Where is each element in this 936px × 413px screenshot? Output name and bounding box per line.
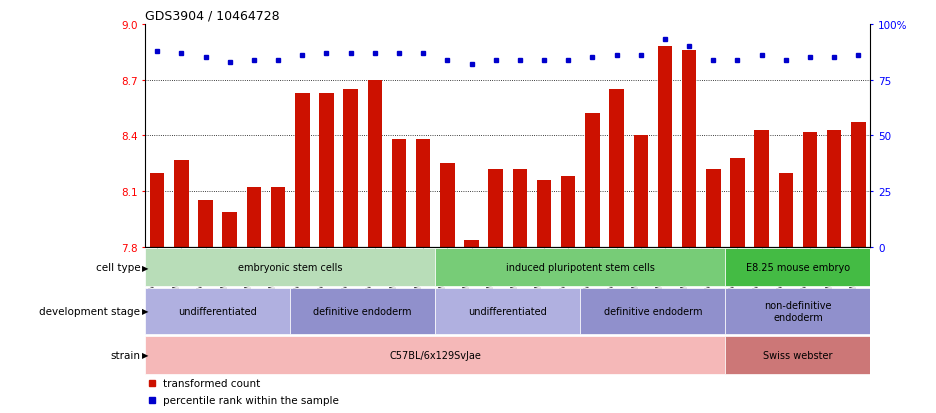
Bar — [145, 288, 290, 334]
Text: transformed count: transformed count — [163, 378, 260, 389]
Bar — [223, 212, 237, 247]
Bar — [658, 47, 672, 247]
Bar — [779, 173, 793, 247]
Bar — [290, 288, 435, 334]
Text: embryonic stem cells: embryonic stem cells — [238, 262, 343, 273]
Bar — [464, 240, 478, 247]
Bar — [725, 288, 870, 334]
Text: definitive endoderm: definitive endoderm — [604, 306, 702, 316]
Bar — [730, 158, 745, 247]
Bar — [174, 160, 189, 247]
Text: Swiss webster: Swiss webster — [763, 350, 833, 360]
Bar — [145, 248, 435, 287]
Text: undifferentiated: undifferentiated — [468, 306, 548, 316]
Bar — [435, 288, 580, 334]
Bar — [150, 173, 165, 247]
Bar — [725, 248, 870, 287]
Bar — [198, 201, 212, 247]
Bar — [145, 336, 725, 374]
Text: non-definitive
endoderm: non-definitive endoderm — [764, 300, 832, 322]
Bar — [368, 81, 382, 247]
Text: induced pluripotent stem cells: induced pluripotent stem cells — [505, 262, 655, 273]
Bar — [344, 90, 358, 247]
Bar — [706, 169, 721, 247]
Text: definitive endoderm: definitive endoderm — [314, 306, 412, 316]
Bar — [319, 93, 333, 247]
Text: E8.25 mouse embryo: E8.25 mouse embryo — [746, 262, 850, 273]
Bar — [561, 177, 576, 247]
Text: C57BL/6x129SvJae: C57BL/6x129SvJae — [389, 350, 481, 360]
Text: ▶: ▶ — [142, 263, 149, 272]
Bar — [580, 288, 725, 334]
Bar — [803, 133, 817, 247]
Bar — [537, 180, 551, 247]
Text: GDS3904 / 10464728: GDS3904 / 10464728 — [145, 9, 280, 22]
Text: ▶: ▶ — [142, 351, 149, 359]
Bar — [681, 51, 696, 247]
Bar — [725, 336, 870, 374]
Bar — [391, 140, 406, 247]
Bar — [416, 140, 431, 247]
Text: undifferentiated: undifferentiated — [178, 306, 257, 316]
Bar — [247, 188, 261, 247]
Text: ▶: ▶ — [142, 307, 149, 316]
Bar — [585, 114, 600, 247]
Text: strain: strain — [110, 350, 140, 360]
Bar — [440, 164, 455, 247]
Bar — [435, 248, 725, 287]
Bar — [609, 90, 623, 247]
Bar — [827, 131, 841, 247]
Text: percentile rank within the sample: percentile rank within the sample — [163, 395, 339, 406]
Text: development stage: development stage — [39, 306, 140, 316]
Text: cell type: cell type — [95, 262, 140, 273]
Bar — [513, 169, 527, 247]
Bar — [271, 188, 285, 247]
Bar — [754, 131, 769, 247]
Bar — [295, 93, 310, 247]
Bar — [851, 123, 866, 247]
Bar — [489, 169, 503, 247]
Bar — [634, 136, 648, 247]
